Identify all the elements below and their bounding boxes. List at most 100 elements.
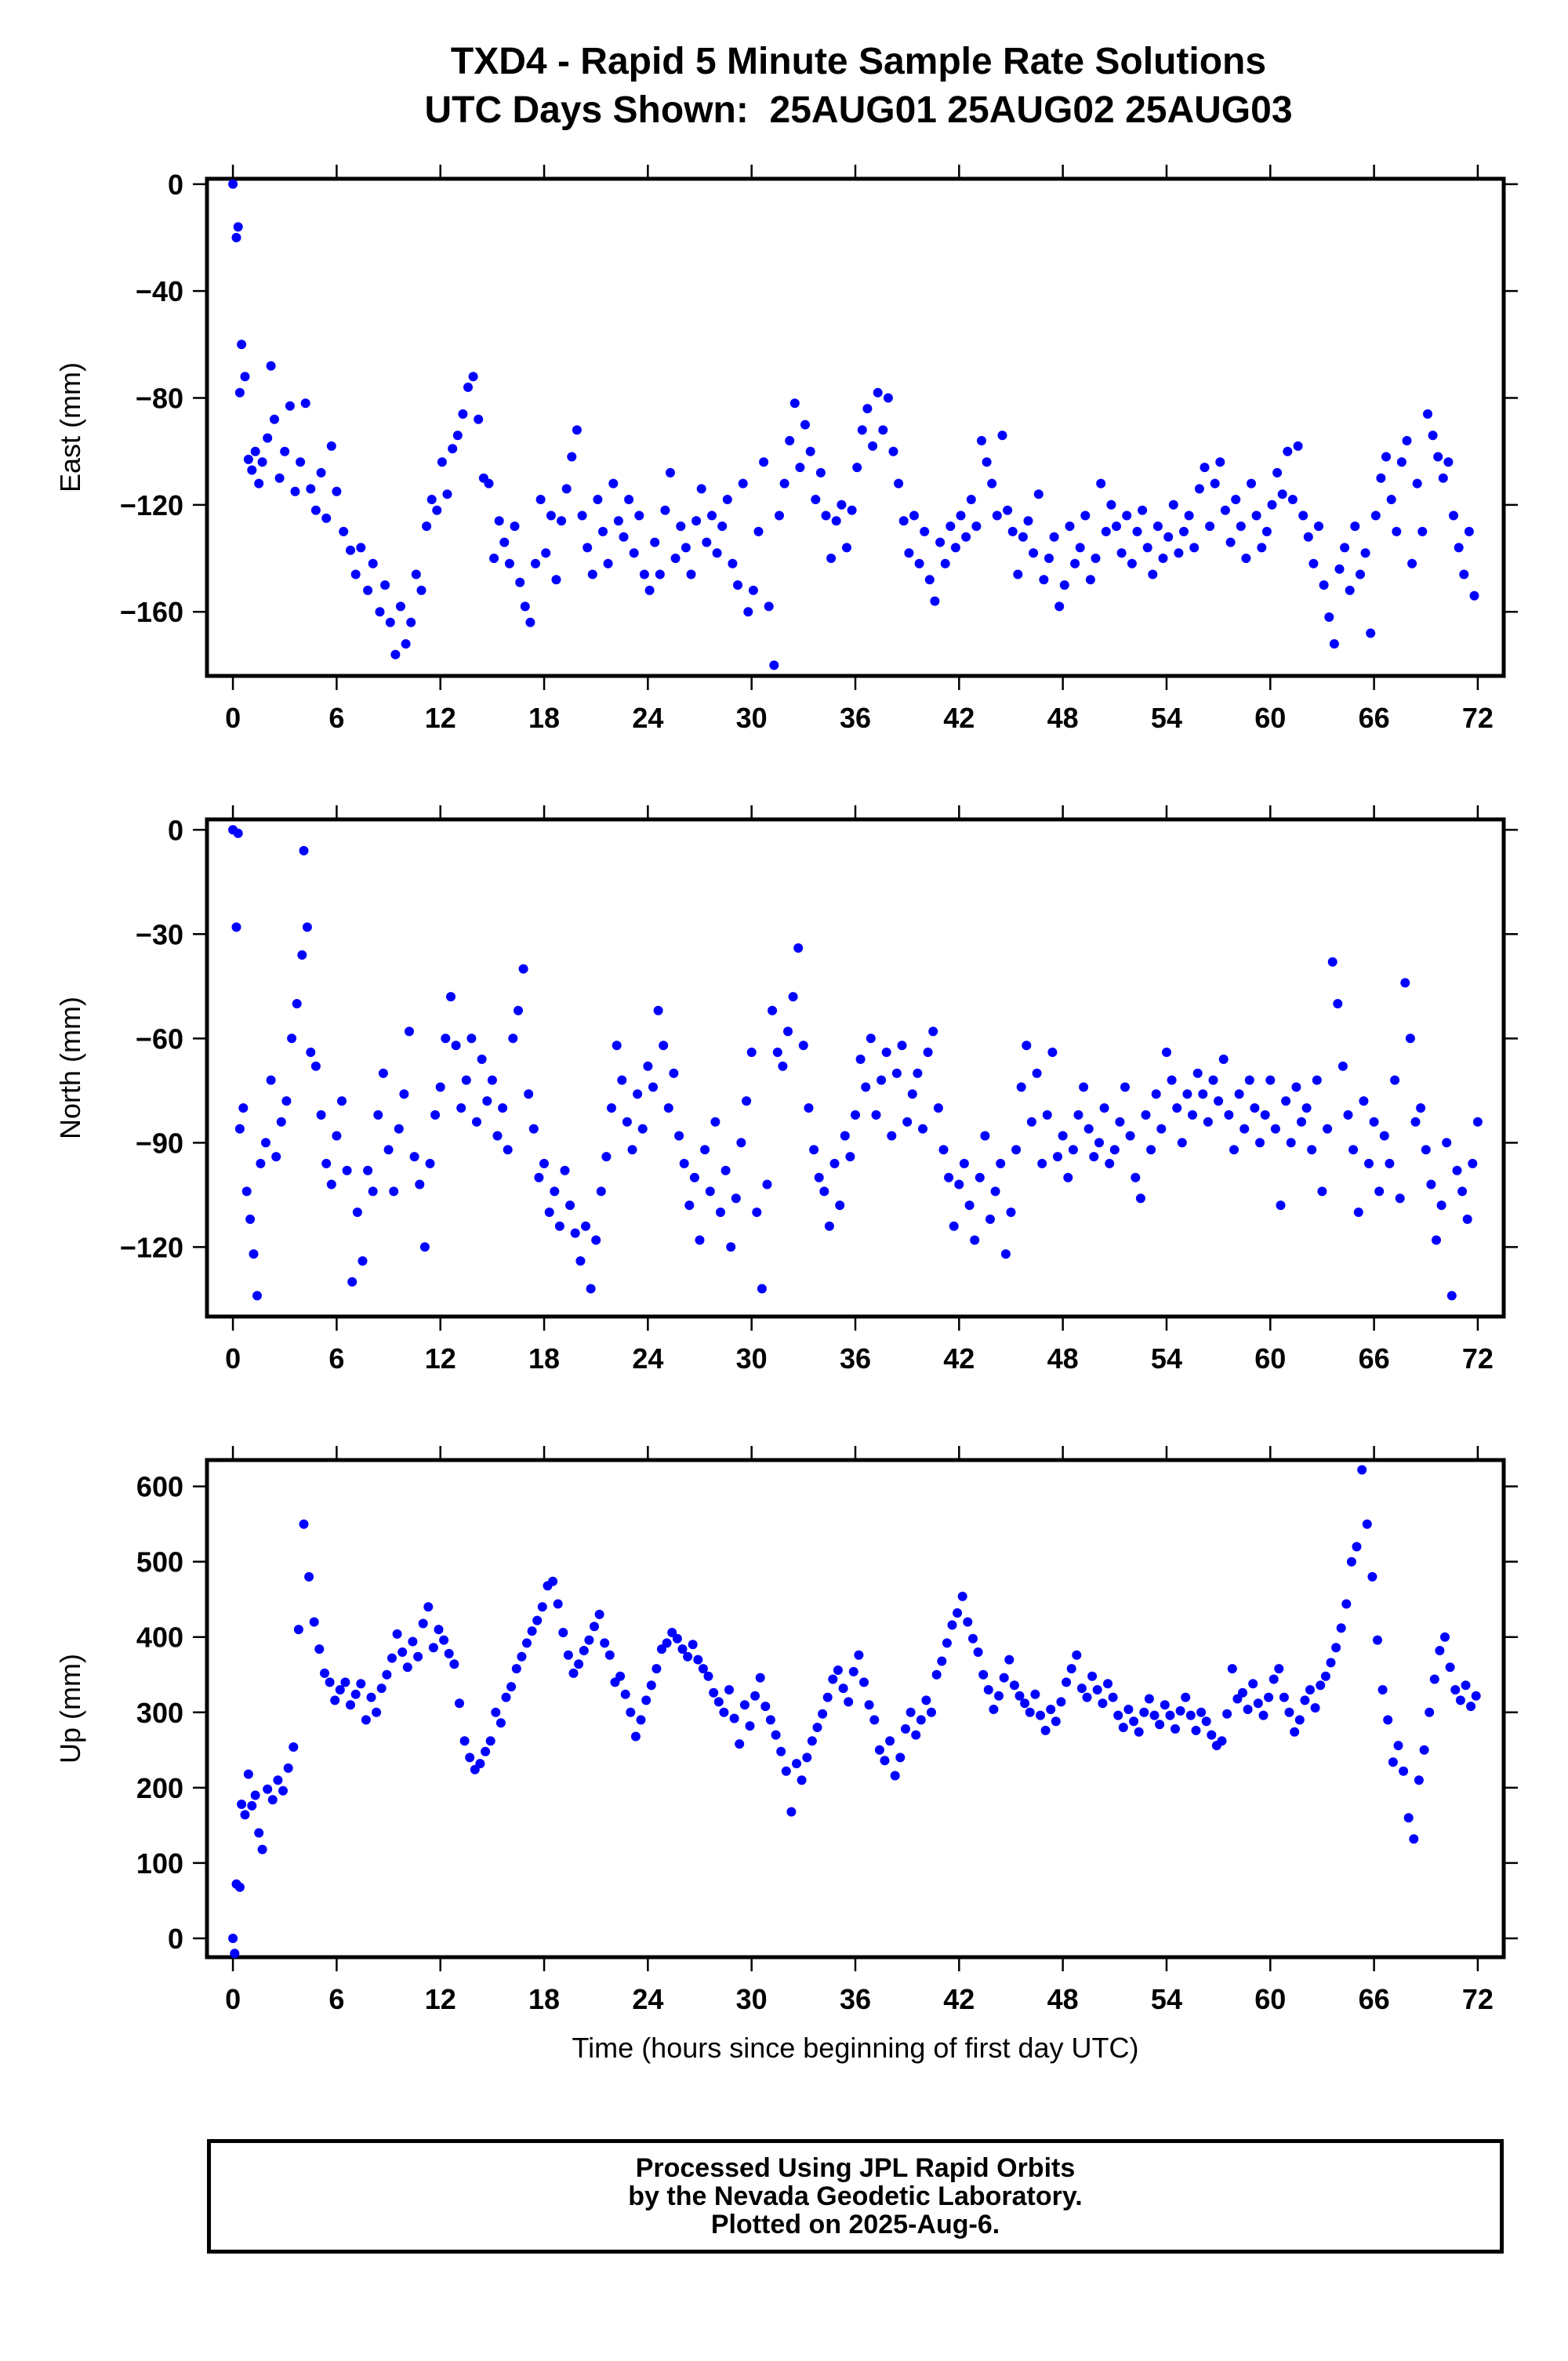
north-data-point bbox=[1068, 1145, 1078, 1155]
up-y-tick-label: 200 bbox=[136, 1772, 183, 1804]
up-data-point bbox=[620, 1689, 630, 1699]
east-data-point bbox=[356, 543, 366, 553]
east-x-tick-label: 0 bbox=[225, 702, 241, 734]
east-data-point bbox=[1070, 558, 1080, 568]
north-data-point bbox=[554, 1221, 564, 1231]
east-data-point bbox=[1438, 473, 1448, 483]
north-data-point bbox=[492, 1131, 503, 1141]
north-data-point bbox=[570, 1228, 580, 1238]
north-data-point bbox=[933, 1103, 943, 1113]
up-data-point bbox=[517, 1651, 527, 1662]
east-data-point bbox=[847, 505, 857, 515]
east-data-point bbox=[785, 436, 795, 445]
north-data-point bbox=[881, 1048, 891, 1057]
east-data-point bbox=[1350, 521, 1360, 532]
north-data-point bbox=[1192, 1068, 1203, 1078]
east-data-point bbox=[535, 495, 546, 504]
north-data-point bbox=[1006, 1208, 1016, 1217]
east-data-point bbox=[852, 463, 862, 473]
north-data-point bbox=[804, 1103, 814, 1113]
north-data-point bbox=[409, 1152, 419, 1162]
up-data-point bbox=[382, 1669, 392, 1680]
up-x-tick-label: 30 bbox=[736, 1983, 768, 2015]
east-data-point bbox=[717, 521, 728, 532]
east-data-point bbox=[316, 467, 326, 478]
up-x-tick-label: 42 bbox=[943, 1983, 975, 2015]
up-data-point bbox=[989, 1705, 999, 1714]
east-data-point bbox=[326, 441, 336, 451]
north-plot-frame bbox=[205, 817, 1506, 1319]
up-data-point bbox=[1066, 1664, 1076, 1674]
up-data-point bbox=[335, 1685, 345, 1694]
east-x-tick-label: 72 bbox=[1462, 702, 1494, 734]
up-data-point bbox=[1191, 1725, 1201, 1735]
up-data-point bbox=[1377, 1685, 1388, 1694]
up-data-point bbox=[320, 1668, 329, 1678]
north-data-point bbox=[581, 1221, 590, 1231]
up-data-point bbox=[1217, 1736, 1227, 1746]
up-data-point bbox=[1336, 1623, 1346, 1633]
up-data-point bbox=[646, 1680, 656, 1691]
up-data-point bbox=[1040, 1725, 1051, 1735]
east-data-point bbox=[1142, 543, 1152, 553]
up-data-point bbox=[626, 1707, 636, 1717]
east-data-point bbox=[1386, 495, 1396, 504]
east-data-point bbox=[510, 521, 520, 532]
east-data-point bbox=[1261, 526, 1272, 536]
north-data-point bbox=[648, 1082, 658, 1092]
up-data-point bbox=[854, 1650, 864, 1660]
north-data-point bbox=[1421, 1145, 1431, 1155]
east-y-axis-label: East (mm) bbox=[54, 362, 86, 492]
north-data-point bbox=[1218, 1054, 1229, 1064]
east-data-point bbox=[257, 457, 267, 467]
up-data-point bbox=[1326, 1658, 1336, 1668]
east-data-point bbox=[598, 526, 608, 536]
north-data-point bbox=[1109, 1145, 1120, 1155]
up-data-point bbox=[1009, 1680, 1019, 1691]
north-data-point bbox=[1270, 1124, 1280, 1134]
up-data-point bbox=[786, 1807, 797, 1817]
up-data-point bbox=[677, 1644, 688, 1655]
east-data-point bbox=[1417, 526, 1428, 536]
east-data-point bbox=[795, 463, 805, 473]
north-data-point bbox=[539, 1158, 549, 1168]
east-data-point bbox=[1007, 526, 1018, 536]
north-data-point bbox=[1442, 1138, 1452, 1148]
north-data-point bbox=[508, 1033, 518, 1044]
east-data-point bbox=[728, 558, 738, 568]
east-x-tick-label: 60 bbox=[1254, 702, 1286, 734]
north-data-point bbox=[980, 1131, 990, 1141]
up-data-point bbox=[1435, 1646, 1445, 1655]
east-data-point bbox=[837, 499, 847, 510]
east-data-point bbox=[961, 532, 971, 542]
north-data-point bbox=[565, 1200, 575, 1211]
north-x-tick-label: 0 bbox=[225, 1342, 241, 1375]
east-data-point bbox=[1096, 478, 1106, 489]
north-data-point bbox=[1120, 1082, 1130, 1092]
north-data-point bbox=[368, 1186, 378, 1197]
up-x-axis-label: Time (hours since beginning of first day… bbox=[572, 2032, 1139, 2064]
up-data-point bbox=[402, 1662, 412, 1673]
east-data-point bbox=[1152, 521, 1163, 532]
east-data-point bbox=[1205, 521, 1215, 532]
up-data-point bbox=[257, 1844, 267, 1854]
north-data-point bbox=[306, 1048, 316, 1057]
north-data-point bbox=[1156, 1124, 1167, 1134]
up-data-point bbox=[937, 1656, 947, 1666]
north-x-tick-label: 12 bbox=[425, 1342, 456, 1375]
north-x-tick-label: 54 bbox=[1151, 1342, 1182, 1375]
north-x-tick-label: 60 bbox=[1254, 1342, 1286, 1375]
up-data-point bbox=[911, 1730, 921, 1740]
north-data-point bbox=[1022, 1041, 1032, 1051]
north-data-point bbox=[394, 1124, 404, 1134]
north-data-point bbox=[342, 1165, 352, 1175]
up-data-point bbox=[792, 1759, 801, 1769]
north-data-point bbox=[1146, 1145, 1156, 1155]
north-data-point bbox=[1224, 1110, 1234, 1120]
north-data-point bbox=[607, 1103, 616, 1113]
up-x-tick-label: 18 bbox=[528, 1983, 560, 2015]
east-data-point bbox=[1303, 532, 1313, 542]
east-data-point bbox=[1293, 441, 1303, 451]
north-data-point bbox=[299, 845, 309, 855]
north-data-point bbox=[1452, 1165, 1462, 1175]
